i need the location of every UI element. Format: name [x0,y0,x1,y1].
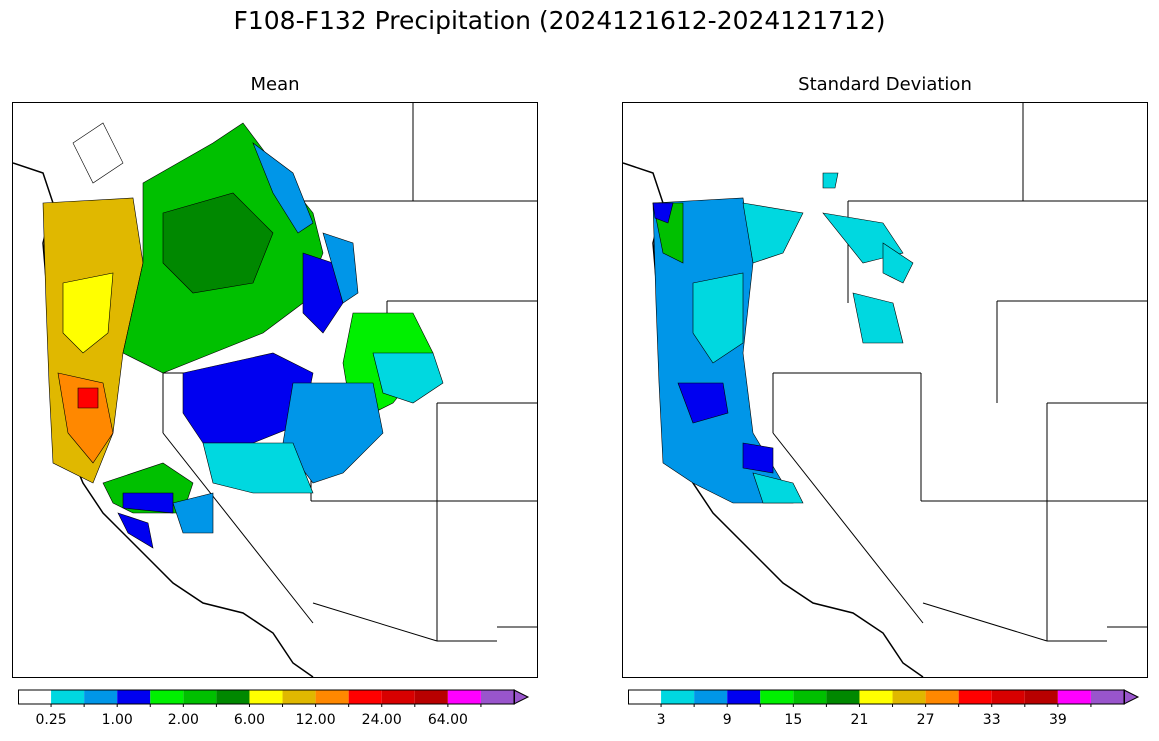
colorbar-segment [480,690,514,704]
colorbar-tick-label: 0.25 [35,712,67,728]
colorbar-tick-label: 33 [982,712,1001,728]
colorbar-segment [661,690,695,704]
colorbar-segment [84,690,118,704]
colorbar-segment [694,690,728,704]
colorbar-tick-label: 3 [656,712,666,728]
colorbar-tick-label: 6.00 [233,712,266,728]
colorbar-segment [414,690,448,704]
colorbar-tick-label: 64.00 [427,712,468,728]
colorbar-tick-label: 24.00 [361,712,402,728]
colorbar-segment [793,690,827,704]
colorbar-segment [925,690,959,704]
colorbar-extend-arrow [513,689,530,705]
colorbar-segment [991,690,1025,704]
colorbar-tick-label: 21 [850,712,869,728]
colorbar-segment [282,690,316,704]
colorbar-tick-label: 1.00 [101,712,133,728]
colorbar-segment [628,690,662,704]
colorbar-segment [117,690,151,704]
colorbar-outline [628,689,1125,705]
colorbar-segment [727,690,761,704]
colorbar-stddev [628,689,1140,707]
map-mean-svg [13,103,537,677]
colorbar-segment [249,690,283,704]
colorbar-segment [18,690,52,704]
colorbar-segment [150,690,184,704]
map-stddev [622,102,1148,678]
colorbar-segment [826,690,860,704]
figure-title: F108-F132 Precipitation (2024121612-2024… [233,6,886,35]
map-stddev-svg [623,103,1147,677]
colorbar-extend-arrow [1123,689,1140,705]
colorbar-segment [51,690,85,704]
panel-title-stddev: Standard Deviation [798,74,972,95]
colorbar-tick-label: 2.00 [167,712,199,728]
colorbar-segment [348,690,382,704]
colorbar-segment [760,690,794,704]
colorbar-segment [216,690,250,704]
colorbar-segment [315,690,349,704]
colorbar-segment [183,690,217,704]
colorbar-outline [18,689,515,705]
colorbar-mean [18,689,530,707]
colorbar-segment [381,690,415,704]
colorbar-tick-label: 15 [784,712,803,728]
colorbar-segment [447,690,481,704]
colorbar-tick-label: 9 [722,712,732,728]
colorbar-tick-label: 39 [1048,712,1067,728]
map-mean [12,102,538,678]
colorbar-tick-label: 27 [916,712,935,728]
colorbar-segment [1057,690,1091,704]
colorbar-segment [892,690,926,704]
colorbar-segment [859,690,893,704]
colorbar-segment [1024,690,1058,704]
colorbar-segment [958,690,992,704]
colorbar-segment [1090,690,1124,704]
panel-title-mean: Mean [250,74,300,95]
colorbar-tick-label: 12.00 [295,712,336,728]
